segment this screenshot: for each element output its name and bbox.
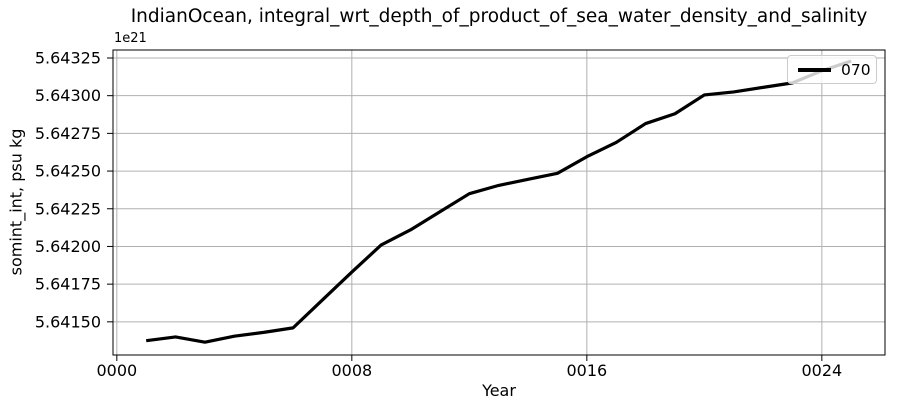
x-axis-label: Year <box>482 381 516 400</box>
legend-line-sample <box>798 67 831 72</box>
y-tick-label: 5.64200 <box>35 237 101 256</box>
x-tick-label: 0000 <box>96 361 137 380</box>
x-tick-label: 0024 <box>801 361 842 380</box>
y-tick-label: 5.64150 <box>35 312 101 331</box>
plot-border <box>112 49 886 356</box>
y-tick-label: 5.64175 <box>35 275 101 294</box>
chart-title: IndianOcean, integral_wrt_depth_of_produ… <box>130 6 868 27</box>
y-axis-offset-text: 1e21 <box>114 31 147 46</box>
y-tick-label: 5.64225 <box>35 199 101 218</box>
y-tick-label: 5.64300 <box>35 86 101 105</box>
x-tick-label: 0016 <box>566 361 607 380</box>
x-tick-label: 0008 <box>331 361 372 380</box>
data-line-070 <box>145 59 852 344</box>
legend-label: 070 <box>841 60 871 79</box>
y-tick-label: 5.64250 <box>35 162 101 181</box>
legend: 070 <box>787 55 877 84</box>
y-tick-label: 5.64325 <box>35 48 101 67</box>
y-tick-label: 5.64275 <box>35 124 101 143</box>
